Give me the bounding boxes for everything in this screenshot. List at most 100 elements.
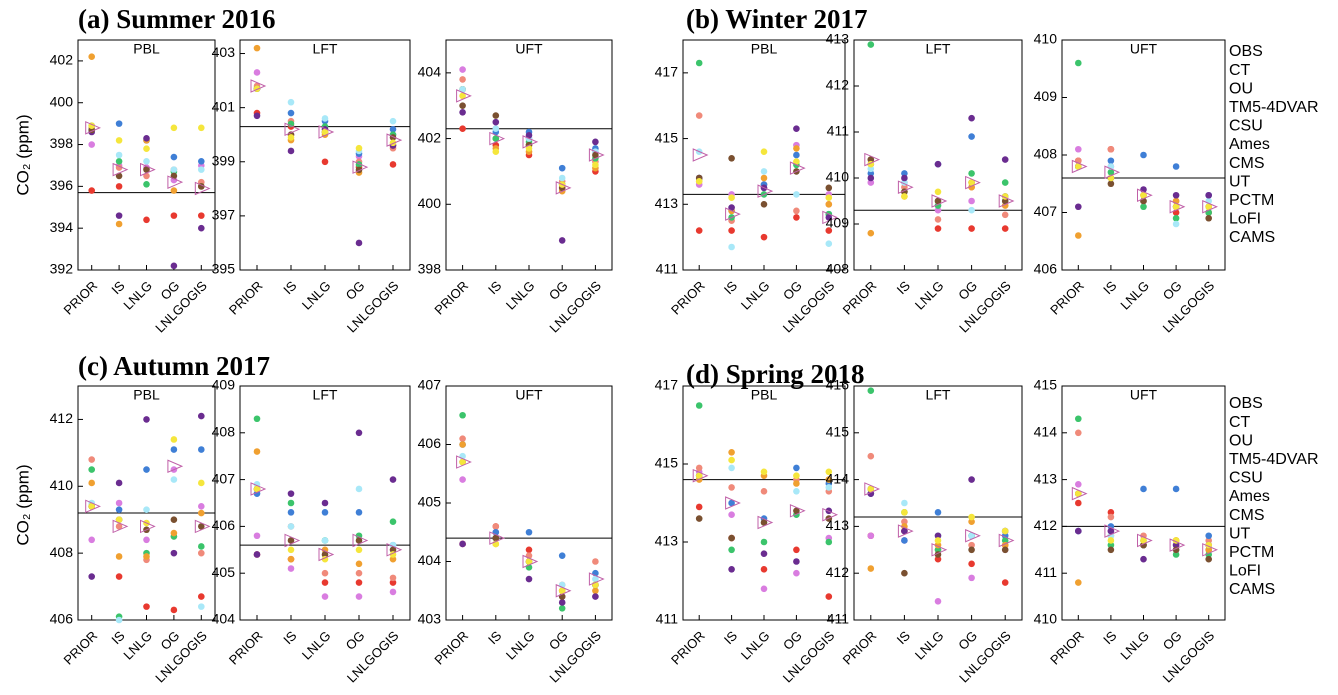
model-dot	[321, 499, 329, 507]
plot-frame	[682, 385, 846, 621]
model-dot	[1172, 541, 1180, 549]
y-tick-label: 406	[212, 517, 236, 533]
model-dot	[389, 476, 397, 483]
model-dot	[760, 168, 768, 175]
model-dot	[1075, 415, 1082, 423]
model-dot	[728, 194, 735, 202]
model-dot	[170, 516, 178, 524]
model-dot	[793, 464, 800, 472]
model-dot	[867, 179, 875, 186]
model-dot	[728, 546, 735, 554]
y-tick-label: 413	[655, 195, 679, 211]
model-dot	[321, 115, 329, 122]
model-dot	[867, 41, 875, 48]
model-dot	[793, 488, 800, 495]
x-tick-label: IS	[1100, 278, 1120, 298]
group-title: (c) Autumn 2017	[78, 351, 270, 381]
model-dot	[1075, 480, 1082, 488]
ensemble-mean	[318, 547, 335, 562]
model-dot	[760, 538, 768, 546]
x-tick-label: OG	[955, 278, 980, 303]
y-tick-label: 406	[1034, 261, 1058, 277]
model-dot	[867, 565, 875, 572]
model-dot	[253, 44, 261, 52]
model-dot	[793, 569, 800, 577]
model-dot	[1172, 203, 1180, 211]
model-dot	[287, 523, 295, 530]
ensemble-mean	[1169, 199, 1186, 214]
model-dot	[492, 523, 500, 530]
model-dot	[115, 506, 123, 513]
ensemble-mean	[140, 162, 156, 177]
model-dot	[198, 523, 205, 530]
model-dot	[1107, 541, 1115, 549]
x-tick-label: IS	[894, 628, 914, 648]
y-tick-label: 403	[418, 611, 442, 627]
model-dot	[934, 225, 942, 232]
ensemble-mean	[284, 122, 301, 137]
model-dot	[934, 509, 942, 516]
y-tick-label: 408	[826, 261, 850, 277]
model-dot	[592, 587, 599, 595]
model-dot	[321, 158, 329, 166]
y-tick-label: 414	[826, 470, 850, 486]
model-dot	[1205, 546, 1212, 554]
model-dot	[1001, 579, 1009, 586]
ensemble-mean	[250, 482, 267, 496]
x-tick-label: IS	[721, 628, 741, 648]
model-dot	[592, 593, 599, 600]
x-tick-label: PRIOR	[61, 278, 101, 318]
model-dot	[934, 216, 942, 223]
model-dot	[558, 605, 566, 612]
x-tick-label: LNLG	[299, 278, 334, 313]
model-dot	[760, 585, 768, 593]
model-dot	[115, 120, 123, 127]
model-dot	[558, 237, 566, 244]
model-dot	[901, 193, 908, 200]
model-dot	[459, 540, 466, 548]
legend-entry: PCTM	[1229, 544, 1274, 561]
ensemble-mean	[588, 148, 605, 162]
model-dot	[968, 518, 975, 526]
model-dot	[355, 485, 363, 493]
legend-entry: OU	[1229, 80, 1253, 97]
model-dot	[1001, 225, 1009, 232]
model-dot	[355, 593, 363, 600]
model-dot	[115, 151, 123, 159]
group-title: (a) Summer 2016	[78, 4, 275, 34]
y-tick-label: 412	[826, 77, 850, 93]
model-dot	[558, 164, 566, 172]
model-dot	[968, 179, 975, 186]
x-tick-label: PRIOR	[431, 278, 471, 318]
y-axis-label: CO₂ (ppm)	[13, 464, 32, 545]
y-tick-label: 411	[827, 123, 850, 139]
model-dot	[287, 98, 295, 106]
ensemble-mean	[140, 519, 156, 534]
x-tick-label: LNLG	[503, 278, 538, 313]
x-tick-label: LNLG	[299, 628, 334, 663]
x-tick-label: PRIOR	[1047, 628, 1087, 668]
y-tick-label: 414	[1034, 424, 1058, 440]
x-tick-label: PRIOR	[431, 628, 471, 668]
model-dot	[198, 446, 205, 453]
ensemble-mean	[931, 194, 948, 208]
model-dot	[389, 117, 397, 125]
model-dot	[143, 536, 150, 544]
model-dot	[1001, 537, 1009, 544]
model-dot	[198, 166, 205, 173]
x-tick-label: PRIOR	[1047, 278, 1087, 318]
ensemble-mean	[931, 543, 948, 557]
x-tick-label: LNLG	[738, 628, 773, 663]
model-dot	[492, 534, 500, 542]
ensemble-mean	[386, 133, 403, 147]
y-tick-label: 397	[212, 207, 236, 223]
model-dot	[115, 220, 123, 228]
ensemble-mean	[965, 529, 981, 543]
panel-title: PBL	[751, 387, 778, 403]
y-tick-label: 412	[50, 410, 74, 426]
y-tick-label: 411	[656, 261, 679, 277]
model-dot	[934, 546, 942, 554]
model-dot	[728, 484, 735, 491]
model-dot	[760, 200, 768, 208]
model-dot	[170, 529, 178, 537]
